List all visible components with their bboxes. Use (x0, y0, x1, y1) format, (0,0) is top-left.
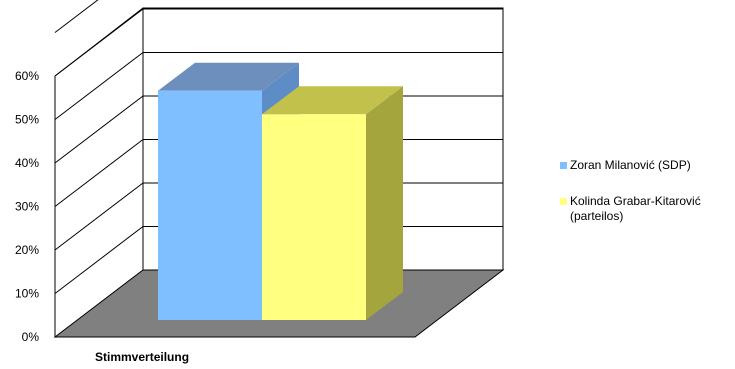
gridline-side (54, 0, 99, 33)
bar-top (262, 86, 403, 115)
gridline-side (54, 182, 144, 251)
gridline-side (54, 52, 144, 120)
legend-label-milanovic: Zoran Milanović (SDP) (570, 158, 691, 172)
legend-item-grabar-kitarovic: Kolinda Grabar-Kitarović (parteilos) (560, 194, 735, 224)
gridline-side (54, 95, 144, 164)
gridline-side (54, 8, 144, 77)
y-tick-label: 50% (15, 113, 39, 127)
x-category-label: Stimmverteilung (95, 350, 189, 364)
gridline-side (54, 139, 144, 207)
legend-swatch-milanovic (560, 162, 567, 169)
y-tick-label: 40% (15, 156, 39, 170)
bar-front (158, 90, 262, 320)
chart-bars (158, 62, 403, 321)
y-axis-ticks: 0% 10% 20% 30% 40% 50% 60% (15, 69, 39, 344)
legend-swatch-grabar-kitarovic (560, 198, 567, 205)
legend-label-grabar-kitarovic: Kolinda Grabar-Kitarović (parteilos) (570, 194, 701, 223)
y-tick-label: 10% (15, 287, 39, 301)
bar-front (262, 114, 366, 321)
y-tick-label: 0% (22, 330, 40, 344)
y-tick-label: 60% (15, 69, 39, 83)
gridline-side (54, 226, 144, 294)
y-tick-label: 20% (15, 243, 39, 257)
bar-side (366, 86, 403, 321)
legend: Zoran Milanović (SDP) Kolinda Grabar-Kit… (560, 158, 735, 245)
legend-item-milanovic: Zoran Milanović (SDP) (560, 158, 735, 173)
y-tick-label: 30% (15, 200, 39, 214)
bar-top (158, 62, 299, 91)
